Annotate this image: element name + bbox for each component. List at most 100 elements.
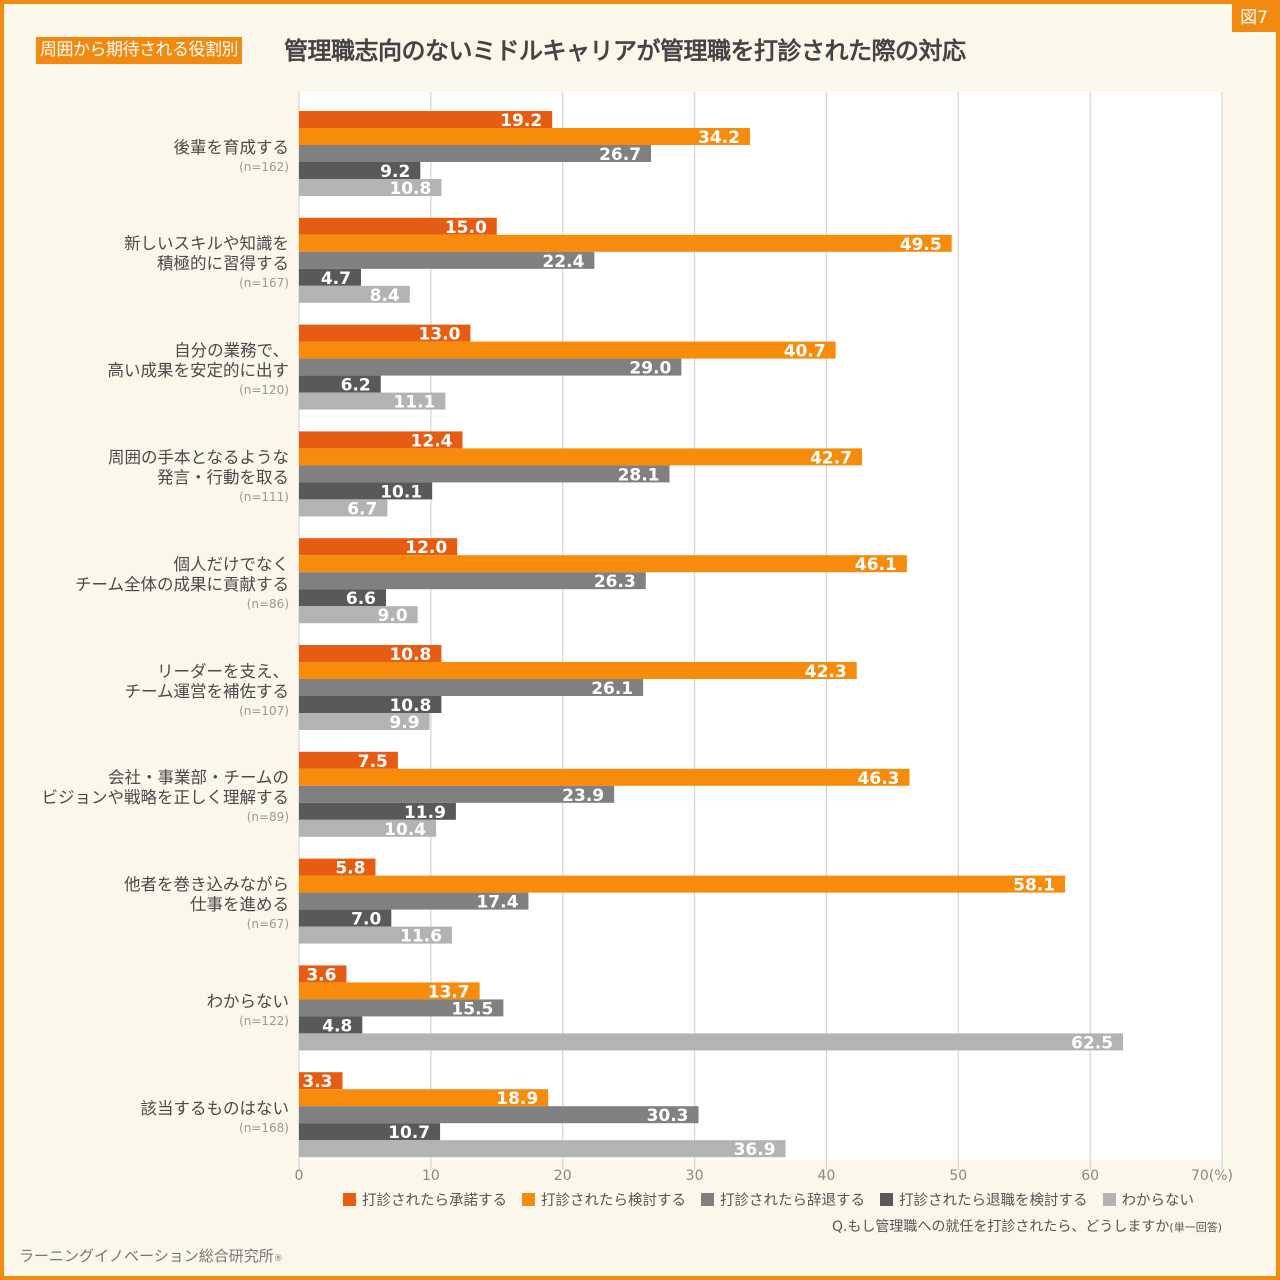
data-label: 5.8 [335,859,365,879]
category-name: 高い成果を安定的に出す [107,361,290,381]
bar [299,234,952,252]
legend-swatch [343,1193,356,1206]
legend-item: 打診されたら辞退する [701,1189,865,1210]
bar [299,375,381,393]
bar [299,1106,699,1124]
x-tick-label: 40 [818,1168,836,1184]
bar [299,341,836,359]
bar [299,875,1066,893]
bar [299,819,437,837]
bar [299,572,646,590]
bar [299,1140,786,1158]
category-name: 新しいスキルや知識を [124,234,289,254]
data-label: 6.6 [346,589,376,609]
bar [299,431,463,449]
bar [299,499,388,517]
category-name: チーム全体の成果に貢献する [74,574,289,594]
category-label: リーダーを支え、 チーム運営を補佐する (n=107) [124,662,289,720]
data-label: 13.7 [428,982,470,1002]
data-label: 46.3 [858,769,900,789]
data-label: 9.0 [378,606,408,626]
category-label: 個人だけでなく チーム全体の成果に貢献する (n=86) [75,555,289,613]
legend-item: 打診されたら検討する [522,1189,686,1210]
bar [299,802,456,820]
category-name: チーム運営を補佐する [124,681,289,701]
category-label: わからない (n=122) [207,992,290,1030]
category-name: 周囲の手本となるような [107,447,289,467]
bar [299,645,442,662]
data-label: 3.3 [302,1072,332,1092]
source-credit: ラーニングイノベーション総合研究所® [19,1245,283,1266]
x-tick-label: 10 [422,1168,440,1184]
data-label: 4.7 [321,269,351,289]
data-label: 17.4 [476,893,518,913]
bar [299,448,863,466]
bar [299,696,442,713]
category-name: ビジョンや戦略を正しく理解する [41,788,290,808]
data-label: 3.6 [306,965,336,985]
bar [299,713,430,730]
data-label: 11.6 [400,927,442,947]
category-label: 新しいスキルや知識を 積極的に習得する (n=167) [124,234,289,292]
x-tick-label: 20 [554,1168,572,1184]
bar [299,589,387,607]
category-name: 積極的に習得する [157,254,289,274]
bar [299,538,458,556]
category-label: 該当するものはない (n=168) [141,1099,290,1137]
category-label: 会社・事業部・チームの ビジョンや戦略を正しく理解する (n=89) [42,768,290,826]
bar [299,892,529,910]
data-label: 7.5 [358,752,388,772]
sample-size: (n=167) [239,276,289,291]
data-label: 18.9 [496,1089,538,1109]
x-tick-label: 70(%) [1191,1168,1233,1184]
category-name: 発言・行動を取る [157,467,289,487]
data-label: 49.5 [900,235,942,255]
sample-size: (n=122) [239,1013,289,1028]
bar [299,662,857,679]
data-label: 11.9 [404,803,446,823]
bar [299,179,442,196]
data-label: 46.1 [855,555,897,575]
data-label: 10.1 [380,482,422,502]
data-label: 34.2 [698,128,740,148]
data-label: 30.3 [647,1106,689,1126]
category-name: 自分の業務で、 [174,341,289,361]
legend-swatch [522,1193,535,1206]
category-name: 個人だけでなく [173,554,290,574]
data-label: 4.8 [322,1016,352,1036]
legend-swatch [1102,1193,1116,1206]
data-label: 6.7 [347,499,377,519]
bar [299,1123,441,1141]
plot-area [299,92,1222,1160]
bar [299,482,433,500]
bar [299,465,670,483]
bar [299,1089,549,1107]
legend-item: 打診されたら退職を検討する [880,1189,1088,1210]
bar [299,1072,343,1090]
bar [299,999,504,1017]
x-tick-label: 30 [686,1168,704,1184]
data-label: 9.9 [389,713,419,733]
bar [299,285,410,303]
data-label: 62.5 [1071,1033,1113,1053]
data-label: 36.9 [734,1140,776,1160]
bar [299,982,480,1000]
category-label: 周囲の手本となるような 発言・行動を取る (n=111) [108,448,289,506]
sample-size: (n=86) [246,596,289,611]
data-label: 7.0 [351,910,381,930]
data-label: 8.4 [370,286,400,306]
data-label: 23.9 [562,786,604,806]
source-name: ラーニングイノベーション総合研究所 [19,1247,274,1265]
data-label: 10.4 [384,820,426,840]
bar [299,858,376,876]
data-label: 26.3 [594,572,636,592]
data-label: 58.1 [1013,876,1055,896]
data-label: 42.3 [805,662,847,682]
data-label: 13.0 [418,325,460,345]
sample-size: (n=107) [239,703,289,718]
survey-question: Q.もし管理職への就任を打診されたら、どうしますか(単一回答) [832,1216,1222,1236]
legend-label: わからない [1121,1193,1195,1209]
bar [299,555,907,573]
data-label: 40.7 [784,342,826,362]
data-label: 12.0 [405,538,447,558]
